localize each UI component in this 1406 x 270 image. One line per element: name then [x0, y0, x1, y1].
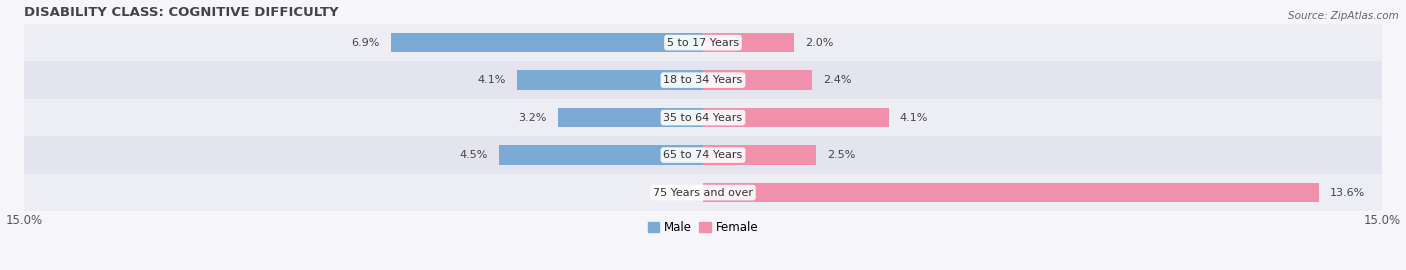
- Text: 2.5%: 2.5%: [828, 150, 856, 160]
- Bar: [24, 61, 1382, 99]
- Bar: [703, 70, 811, 90]
- Text: 4.5%: 4.5%: [460, 150, 488, 160]
- Text: DISABILITY CLASS: COGNITIVE DIFFICULTY: DISABILITY CLASS: COGNITIVE DIFFICULTY: [24, 6, 339, 19]
- Text: 6.9%: 6.9%: [352, 38, 380, 48]
- Bar: [24, 24, 1382, 61]
- Text: 18 to 34 Years: 18 to 34 Years: [664, 75, 742, 85]
- Text: 65 to 74 Years: 65 to 74 Years: [664, 150, 742, 160]
- Bar: [558, 108, 703, 127]
- Text: 75 Years and over: 75 Years and over: [652, 188, 754, 198]
- Text: 4.1%: 4.1%: [900, 113, 928, 123]
- Text: 0.0%: 0.0%: [664, 188, 692, 198]
- Bar: [24, 136, 1382, 174]
- Legend: Male, Female: Male, Female: [643, 217, 763, 239]
- Bar: [24, 99, 1382, 136]
- Text: 2.4%: 2.4%: [823, 75, 852, 85]
- Text: 5 to 17 Years: 5 to 17 Years: [666, 38, 740, 48]
- Bar: [391, 33, 703, 52]
- Text: Source: ZipAtlas.com: Source: ZipAtlas.com: [1288, 11, 1399, 21]
- Bar: [499, 145, 703, 165]
- Text: 3.2%: 3.2%: [519, 113, 547, 123]
- Text: 4.1%: 4.1%: [478, 75, 506, 85]
- Text: 13.6%: 13.6%: [1330, 188, 1365, 198]
- Bar: [703, 108, 889, 127]
- Bar: [703, 183, 1319, 202]
- Bar: [703, 145, 815, 165]
- Bar: [703, 33, 793, 52]
- Text: 35 to 64 Years: 35 to 64 Years: [664, 113, 742, 123]
- Text: 2.0%: 2.0%: [804, 38, 834, 48]
- Bar: [24, 174, 1382, 211]
- Bar: [517, 70, 703, 90]
